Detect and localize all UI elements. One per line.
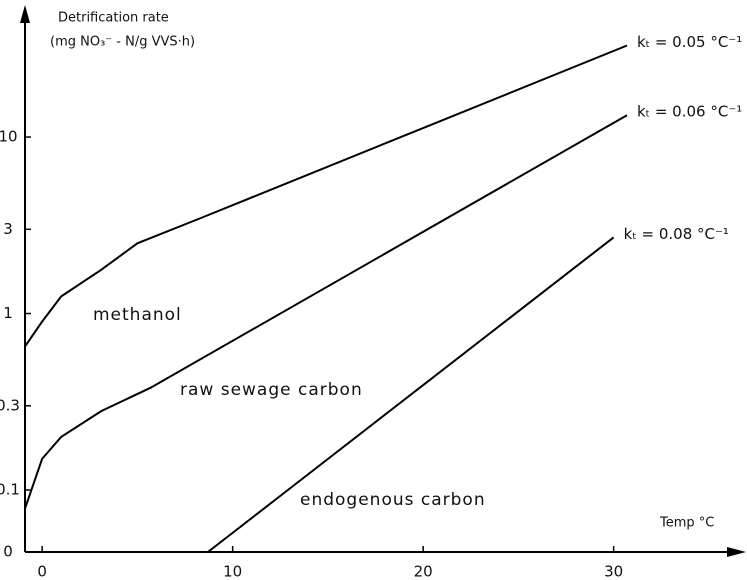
y-axis-arrow xyxy=(20,5,30,23)
y-tick-label: 1 xyxy=(3,304,13,322)
y-tick-label: 0.1 xyxy=(0,481,20,499)
curve-label: endogenous carbon xyxy=(300,490,486,510)
curve-label: methanol xyxy=(93,305,182,325)
curve-label: raw sewage carbon xyxy=(180,380,363,400)
y-tick-label: 10 xyxy=(0,128,18,146)
y-tick-label: 0.3 xyxy=(0,396,20,414)
rate-label: kₜ = 0.06 °C⁻¹ xyxy=(637,103,742,121)
y-axis-label: Detrification rate xyxy=(58,11,169,26)
rate-label: kₜ = 0.08 °C⁻¹ xyxy=(624,225,729,243)
y-axis-label: (mg NO₃⁻ - N/g VVS·h) xyxy=(50,35,195,50)
rate-label: kₜ = 0.05 °C⁻¹ xyxy=(637,33,742,51)
line xyxy=(24,44,628,348)
x-tick-label: 30 xyxy=(604,563,623,580)
y-tick-label: 0 xyxy=(3,543,13,561)
x-tick-label: 10 xyxy=(223,563,242,580)
y-tick-label: 3 xyxy=(3,220,13,238)
x-tick-label: 20 xyxy=(414,563,433,580)
x-tick-label: 0 xyxy=(37,563,47,580)
line xyxy=(207,236,615,553)
x-axis-label: Temp °C xyxy=(659,516,714,531)
x-axis-arrow xyxy=(727,547,746,557)
line xyxy=(24,114,628,509)
